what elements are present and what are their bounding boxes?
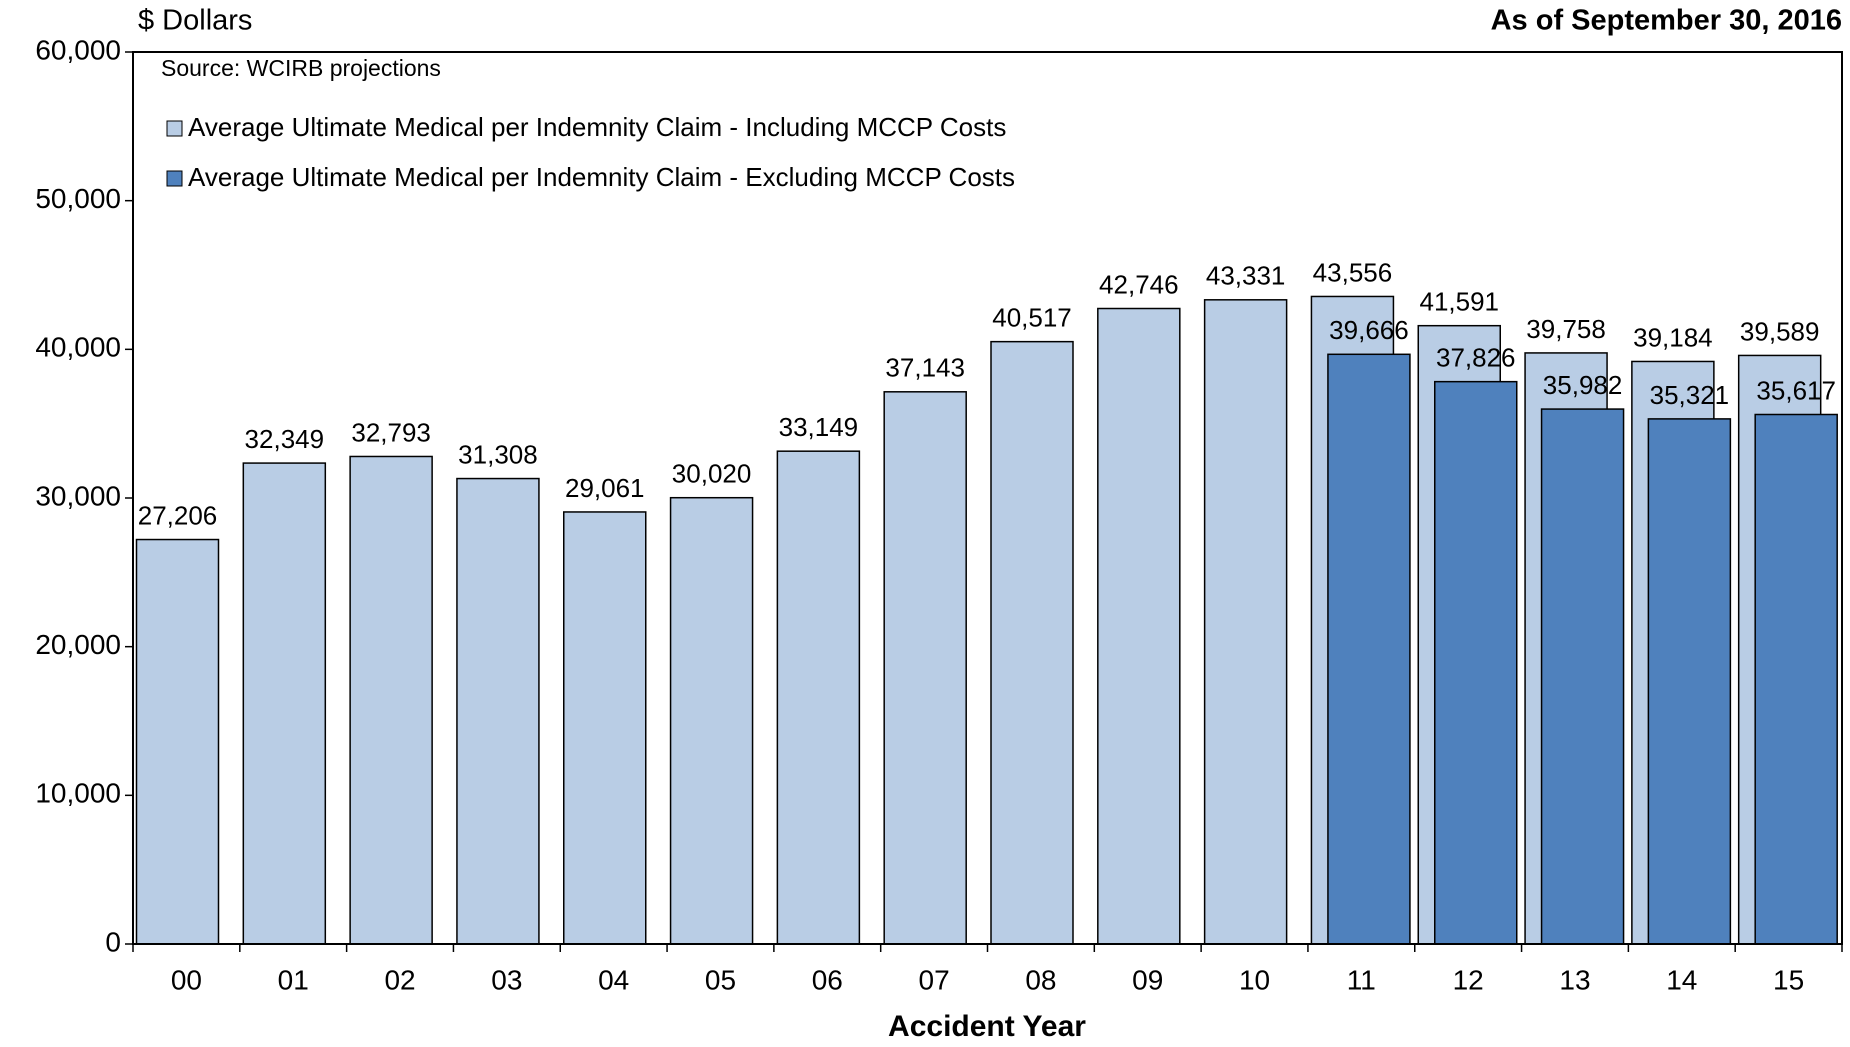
chart-title: $ Dollars [138, 5, 252, 37]
bar [883, 391, 967, 945]
y-tick-label: 20,000 [35, 629, 121, 660]
value-label: 32,793 [351, 417, 431, 447]
y-tick-label: 60,000 [35, 34, 121, 65]
x-tick-label: 08 [1025, 964, 1056, 995]
value-label: 39,758 [1526, 314, 1606, 344]
value-label: 29,061 [565, 473, 645, 503]
plot-frame [132, 51, 1843, 945]
bar [1327, 353, 1411, 945]
x-tick-label: 03 [491, 964, 522, 995]
value-label: 39,184 [1633, 322, 1713, 352]
value-label: 31,308 [458, 439, 538, 469]
x-tick-label: 09 [1132, 964, 1163, 995]
x-tick-label: 11 [1347, 964, 1376, 995]
legend-label: Average Ultimate Medical per Indemnity C… [188, 162, 1015, 192]
value-label: 39,666 [1329, 315, 1409, 345]
x-tick-label: 13 [1559, 964, 1590, 995]
x-axis-title: Accident Year [888, 1010, 1086, 1043]
y-tick-label: 30,000 [35, 480, 121, 511]
value-label: 39,589 [1740, 316, 1820, 346]
x-tick-label: 04 [598, 964, 629, 995]
bar [1647, 418, 1732, 945]
legend-swatch [166, 170, 183, 187]
x-tick-label: 00 [171, 964, 202, 995]
value-label: 43,556 [1313, 257, 1393, 287]
x-tick-label: 15 [1773, 964, 1804, 995]
value-label: 41,591 [1419, 287, 1499, 317]
y-tick-label: 50,000 [35, 183, 121, 214]
value-label: 37,826 [1436, 343, 1516, 373]
x-tick-label: 05 [705, 964, 736, 995]
y-tick-label: 0 [105, 926, 121, 957]
legend-swatch [166, 120, 183, 137]
bar [1203, 299, 1288, 945]
y-tick-label: 10,000 [35, 778, 121, 809]
value-label: 27,206 [138, 500, 218, 530]
value-label: 37,143 [885, 353, 965, 383]
value-label: 35,617 [1756, 375, 1836, 405]
bar [669, 496, 754, 945]
value-label: 40,517 [992, 303, 1072, 333]
value-label: 30,020 [672, 459, 752, 489]
source-note: Source: WCIRB projections [161, 55, 441, 81]
bar [776, 450, 861, 945]
chart-subtitle: As of September 30, 2016 [1491, 5, 1842, 37]
bar [349, 455, 433, 945]
value-label: 43,331 [1206, 261, 1286, 291]
bar [1434, 380, 1518, 945]
bar [1540, 408, 1625, 945]
bar [563, 511, 647, 945]
x-tick-label: 07 [919, 964, 950, 995]
bar [1754, 413, 1838, 945]
bar [135, 538, 220, 945]
value-label: 35,321 [1650, 380, 1730, 410]
bar [242, 462, 327, 945]
x-tick-label: 14 [1666, 964, 1697, 995]
bar [456, 477, 540, 945]
x-tick-label: 12 [1453, 964, 1484, 995]
value-label: 35,982 [1543, 370, 1623, 400]
x-tick-label: 06 [812, 964, 843, 995]
legend-label: Average Ultimate Medical per Indemnity C… [188, 112, 1006, 142]
y-tick-label: 40,000 [35, 332, 121, 363]
x-tick-label: 02 [384, 964, 415, 995]
value-label: 33,149 [779, 412, 859, 442]
value-label: 42,746 [1099, 269, 1179, 299]
bar [1097, 307, 1181, 945]
bar [990, 340, 1074, 945]
x-tick-label: 10 [1239, 964, 1270, 995]
x-tick-label: 01 [278, 964, 309, 995]
value-label: 32,349 [245, 424, 325, 454]
